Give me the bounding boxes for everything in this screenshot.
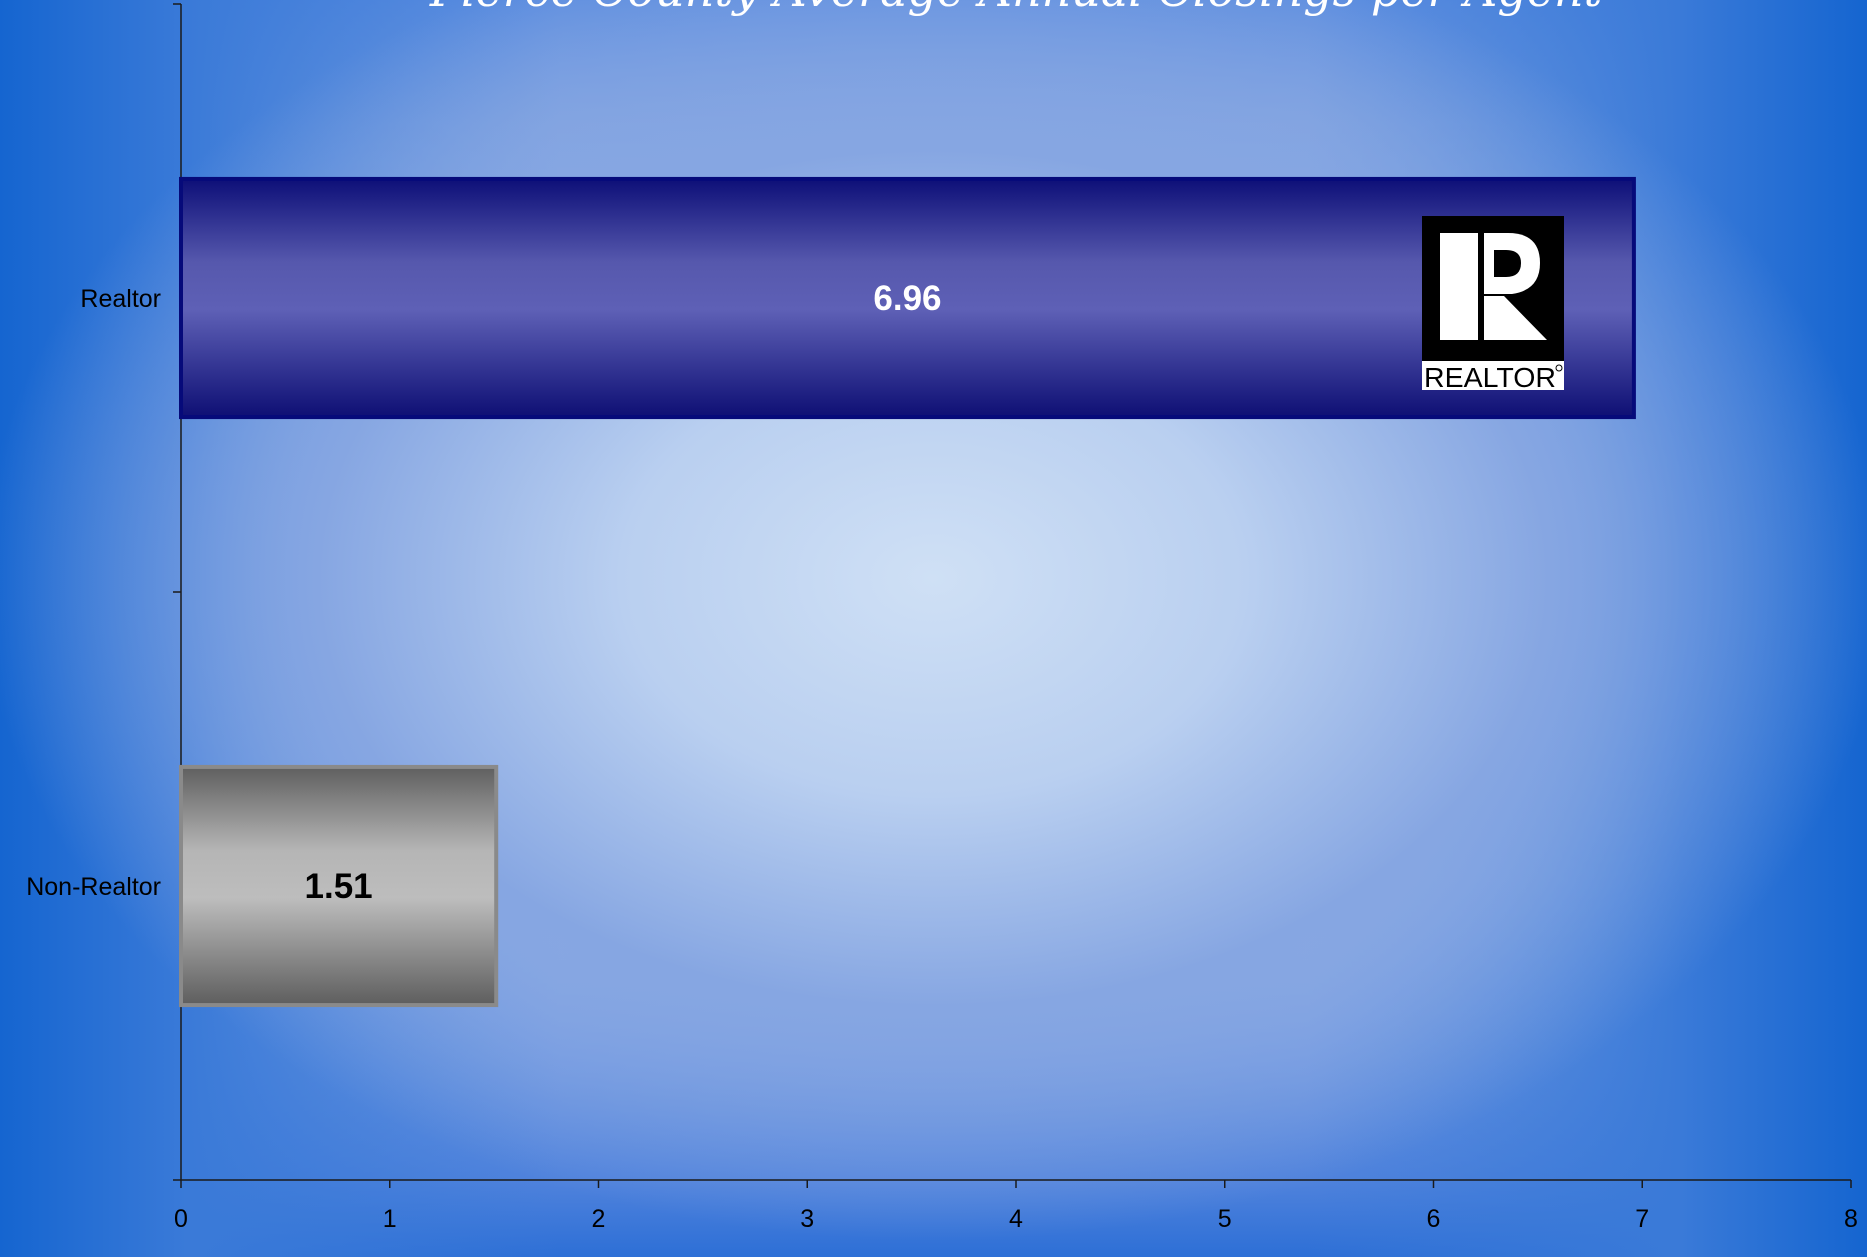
x-tick-label: 8 [1844, 1205, 1858, 1233]
x-tick-label: 2 [592, 1205, 606, 1233]
logo-text: REALTOR [1424, 362, 1556, 393]
logo-r-stem [1440, 233, 1478, 340]
x-tick-label: 1 [383, 1205, 397, 1233]
data-label: 6.96 [873, 279, 941, 318]
category-label: Realtor [80, 285, 161, 313]
x-tick-label: 3 [800, 1205, 814, 1233]
bar-non-realtor [179, 764, 499, 1008]
data-label: 1.51 [305, 867, 373, 906]
x-tick-label: 6 [1427, 1205, 1441, 1233]
bar-realtor [179, 176, 1636, 420]
x-tick-label: 5 [1218, 1205, 1232, 1233]
chart-title: Pierce County Average Annual Closings pe… [429, 0, 1603, 17]
registered-mark-icon [1555, 364, 1563, 372]
logo-text-strip [1422, 361, 1564, 390]
x-tick-label: 7 [1635, 1205, 1649, 1233]
category-label: Non-Realtor [26, 873, 161, 901]
logo-r-counter [1494, 250, 1521, 277]
realtor-logo: REALTOR [1422, 216, 1564, 393]
x-tick-label: 4 [1009, 1205, 1023, 1233]
bars: Realtor 6.96 Non-Realtor 1.51 [26, 176, 1636, 1008]
x-tick-label: 0 [174, 1205, 188, 1233]
logo-r-leg [1484, 296, 1547, 340]
